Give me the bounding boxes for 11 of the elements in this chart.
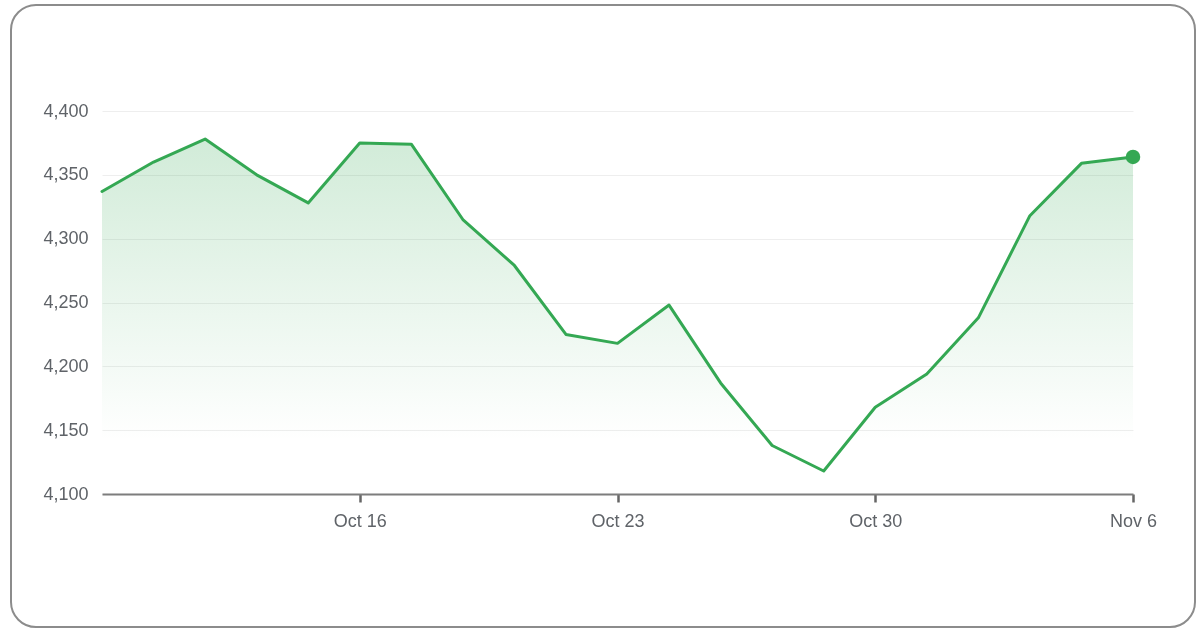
y-tick-label: 4,100 — [43, 483, 89, 504]
x-tick-label: Nov 6 — [1109, 510, 1158, 531]
x-tick-label: Oct 23 — [591, 510, 645, 531]
x-tick-label: Oct 30 — [849, 510, 903, 531]
y-tick-label: 4,150 — [43, 419, 89, 440]
y-tick-label: 4,300 — [43, 228, 89, 249]
y-tick-label: 4,400 — [43, 100, 89, 121]
y-tick-label: 4,250 — [43, 292, 89, 312]
x-tick-label: Oct 16 — [333, 510, 387, 531]
y-tick-label: 4,200 — [43, 355, 89, 376]
y-tick-label: 4,350 — [43, 164, 89, 185]
